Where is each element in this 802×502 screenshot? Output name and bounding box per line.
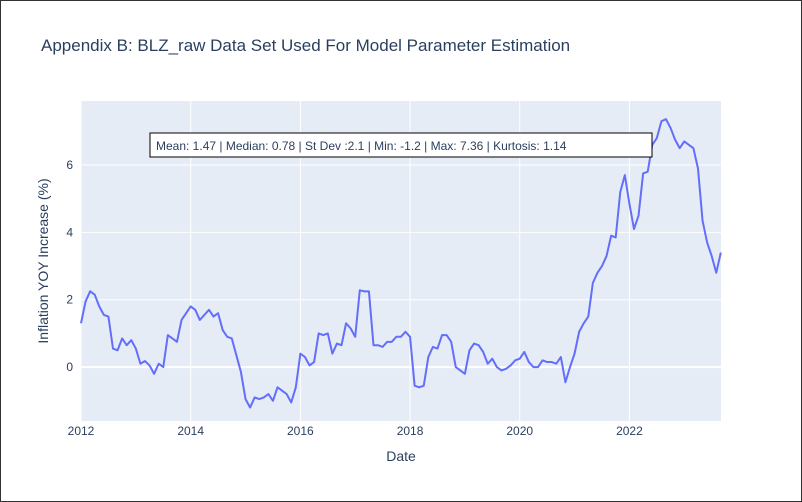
y-tick-label: 2 xyxy=(66,293,73,307)
y-tick-label: 0 xyxy=(66,360,73,374)
x-tick-labels: 2012 2014 2016 2018 2020 2022 xyxy=(68,424,643,438)
chart-title: Appendix B: BLZ_raw Data Set Used For Mo… xyxy=(41,36,571,55)
y-tick-label: 4 xyxy=(66,225,73,239)
y-axis-title: Inflation YOY Increase (%) xyxy=(35,178,51,343)
y-tick-label: 6 xyxy=(66,158,73,172)
x-tick-label: 2012 xyxy=(68,424,95,438)
x-tick-label: 2022 xyxy=(616,424,643,438)
y-gridlines xyxy=(81,164,721,369)
x-tick-label: 2020 xyxy=(506,424,533,438)
stats-annotation-text: Mean: 1.47 | Median: 0.78 | St Dev :2.1 … xyxy=(156,139,567,153)
y-tick-labels: 0 2 4 6 xyxy=(66,158,73,374)
x-tick-label: 2014 xyxy=(177,424,204,438)
stats-annotation: Mean: 1.47 | Median: 0.78 | St Dev :2.1 … xyxy=(149,132,653,158)
series-line xyxy=(80,118,722,409)
x-axis-title: Date xyxy=(386,448,416,464)
stats-annotation-box xyxy=(149,132,653,158)
x-tick-label: 2016 xyxy=(287,424,314,438)
x-tick-label: 2018 xyxy=(397,424,424,438)
